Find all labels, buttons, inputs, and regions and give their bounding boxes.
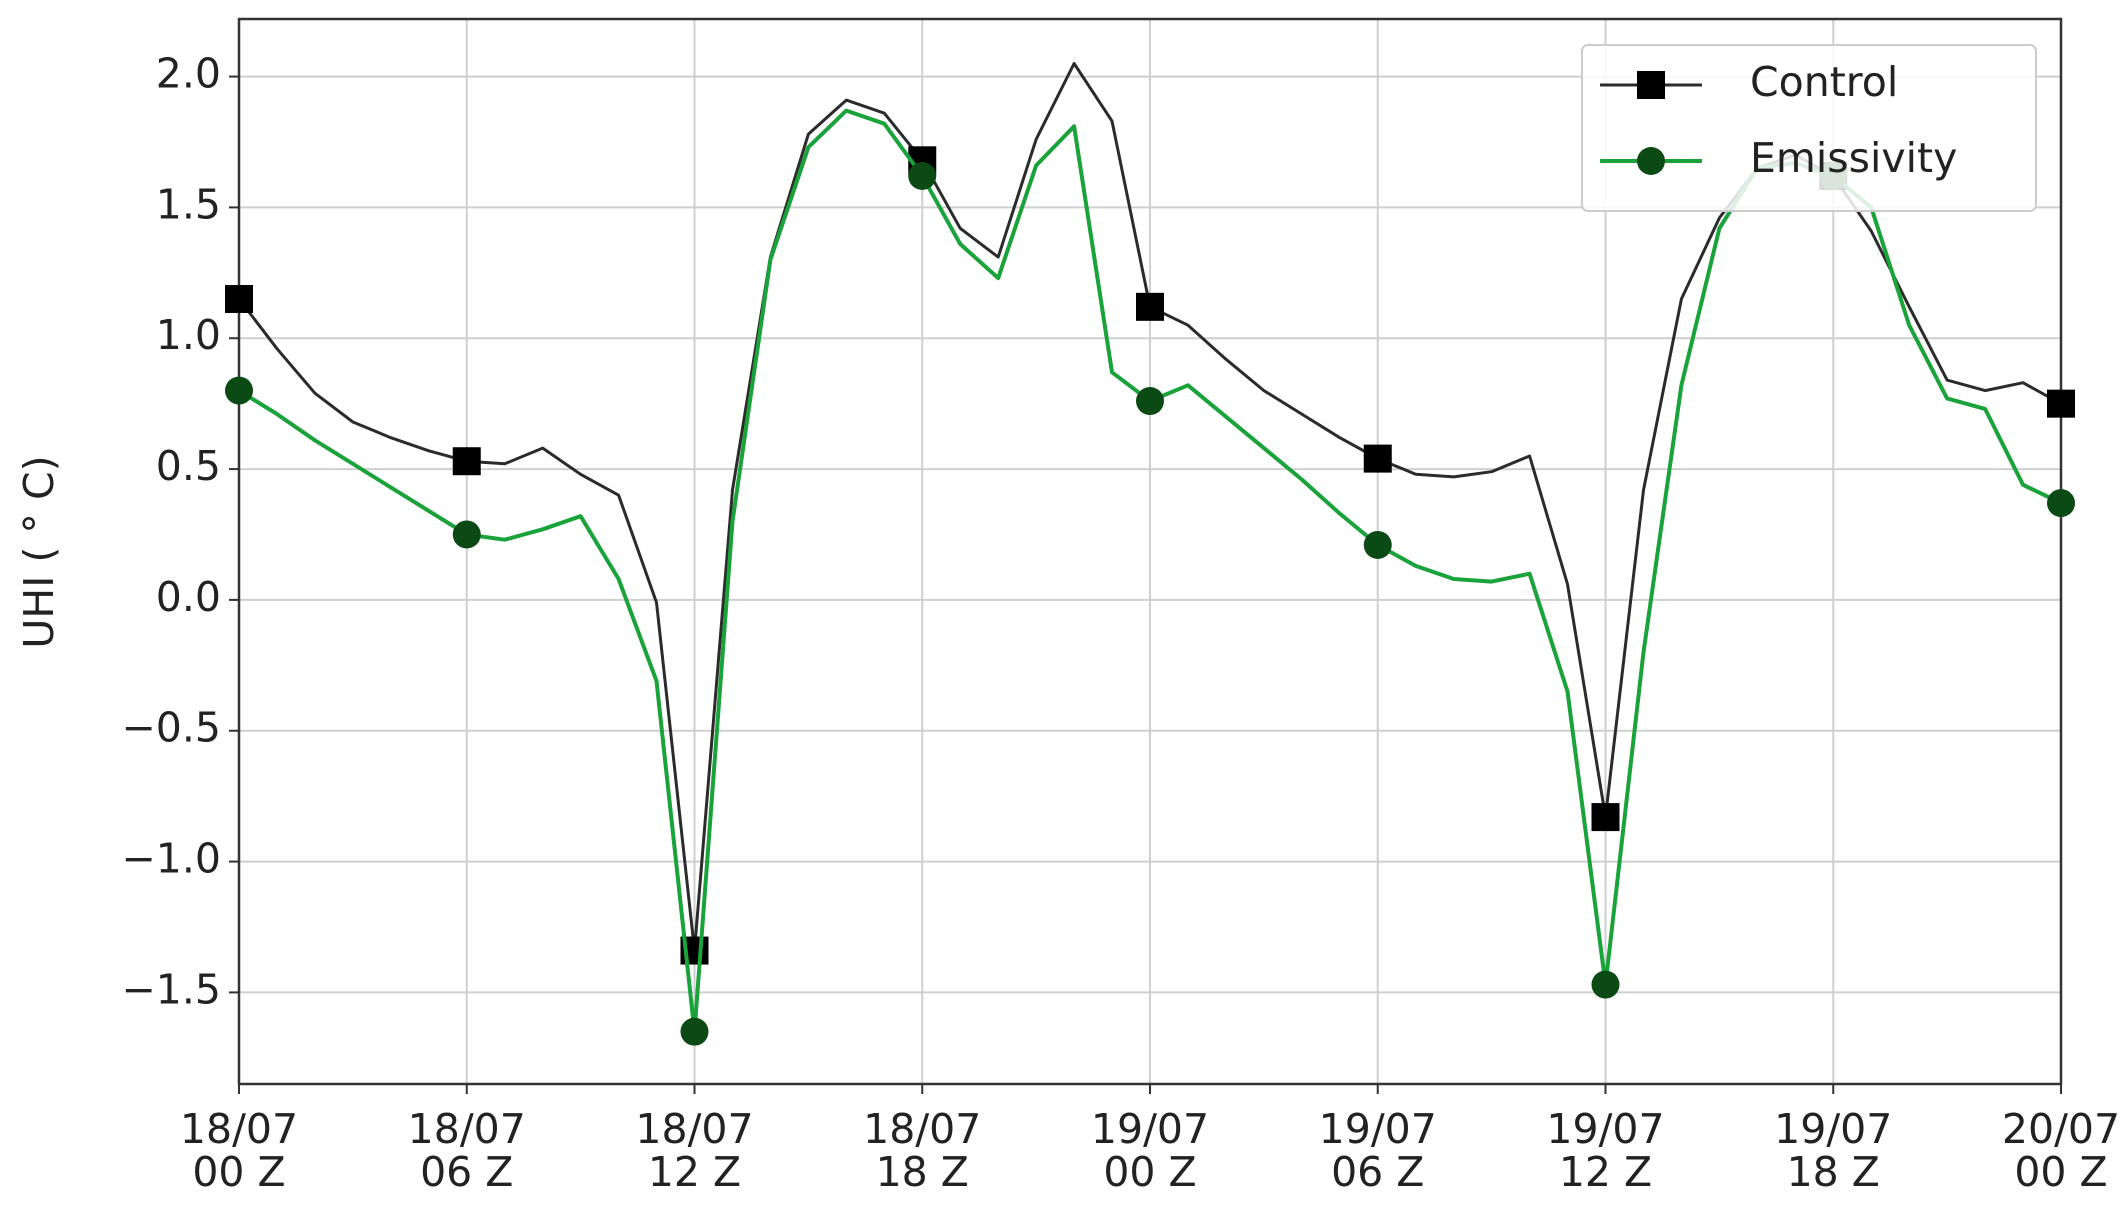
x-tick-label: 18/07 12 Z xyxy=(635,1105,753,1196)
marker xyxy=(452,520,481,549)
marker xyxy=(2047,489,2075,518)
x-tick-label: 19/07 06 Z xyxy=(1319,1105,1437,1196)
y-tick-label: 0.0 xyxy=(156,573,221,621)
marker xyxy=(2047,389,2075,418)
y-tick-label: 1.5 xyxy=(156,180,221,228)
marker xyxy=(680,1017,709,1046)
marker xyxy=(1136,292,1164,321)
x-tick-label: 18/07 00 Z xyxy=(180,1105,298,1196)
marker xyxy=(225,284,253,313)
legend-marker xyxy=(1637,147,1665,175)
marker xyxy=(1363,444,1392,473)
marker xyxy=(1136,387,1164,416)
x-tick-label: 19/07 18 Z xyxy=(1774,1105,1892,1196)
y-axis-label: UHI ( ° C) xyxy=(15,455,63,648)
marker xyxy=(225,376,253,405)
marker xyxy=(452,447,481,476)
legend-marker xyxy=(1637,71,1665,99)
y-tick-label: 2.0 xyxy=(156,50,221,98)
x-tick-label: 18/07 06 Z xyxy=(408,1105,526,1196)
y-tick-label: −1.0 xyxy=(121,835,221,883)
x-tick-label: 19/07 00 Z xyxy=(1091,1105,1209,1196)
marker xyxy=(1591,970,1620,999)
legend: Control Emissivity xyxy=(1581,44,2037,212)
plot-frame xyxy=(237,17,2063,1086)
marker xyxy=(908,162,937,191)
x-tick-label: 18/07 18 Z xyxy=(863,1105,981,1196)
x-tick-label: 19/07 12 Z xyxy=(1546,1105,1664,1196)
y-tick-label: 0.5 xyxy=(156,442,221,490)
legend-label: Emissivity xyxy=(1750,134,1957,182)
y-tick-label: −0.5 xyxy=(121,704,221,752)
marker xyxy=(1363,530,1392,559)
x-tick-label: 20/07 00 Z xyxy=(2002,1105,2120,1196)
legend-label: Control xyxy=(1750,58,1898,106)
marker xyxy=(1591,803,1620,832)
y-tick-label: 1.0 xyxy=(156,311,221,359)
y-tick-label: −1.5 xyxy=(121,965,221,1013)
